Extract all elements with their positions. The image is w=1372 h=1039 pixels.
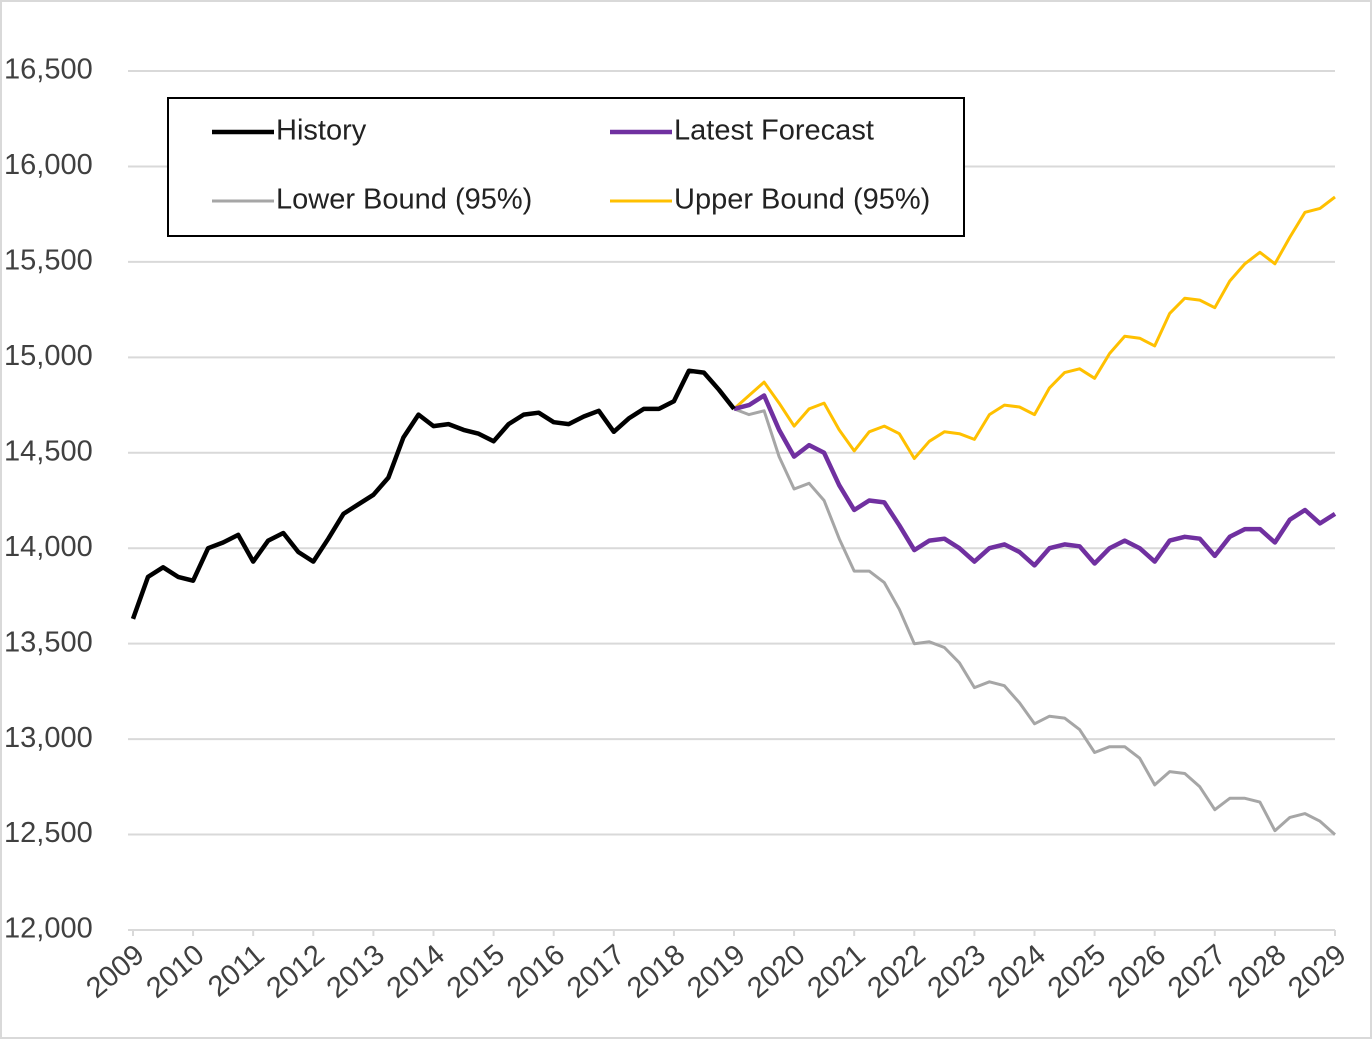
series-line: [130, 368, 736, 620]
legend-label: Latest Forecast: [674, 115, 874, 147]
y-tick-label: 14,500: [4, 435, 93, 467]
series-line: [733, 407, 1336, 836]
y-tick-label: 16,000: [4, 149, 93, 181]
y-tick-label: 14,000: [4, 531, 93, 563]
legend-label: Upper Bound (95%): [674, 184, 930, 216]
series-line: [733, 195, 1336, 460]
y-tick-label: 13,500: [4, 626, 93, 658]
legend: History Latest Forecast Lower Bound (95%) U…: [167, 97, 965, 237]
y-tick-label: 12,000: [4, 913, 93, 945]
plot: [130, 195, 1337, 836]
y-tick-label: 12,500: [4, 817, 93, 849]
y-tick-label: 15,000: [4, 340, 93, 372]
legend-label: History: [276, 115, 367, 147]
series-line: [733, 393, 1337, 568]
y-tick-label: 16,500: [4, 54, 93, 86]
legend-box: [167, 97, 965, 237]
legend-label: Lower Bound (95%): [276, 184, 532, 216]
y-tick-label: 13,000: [4, 722, 93, 754]
y-tick-label: 15,500: [4, 245, 93, 277]
